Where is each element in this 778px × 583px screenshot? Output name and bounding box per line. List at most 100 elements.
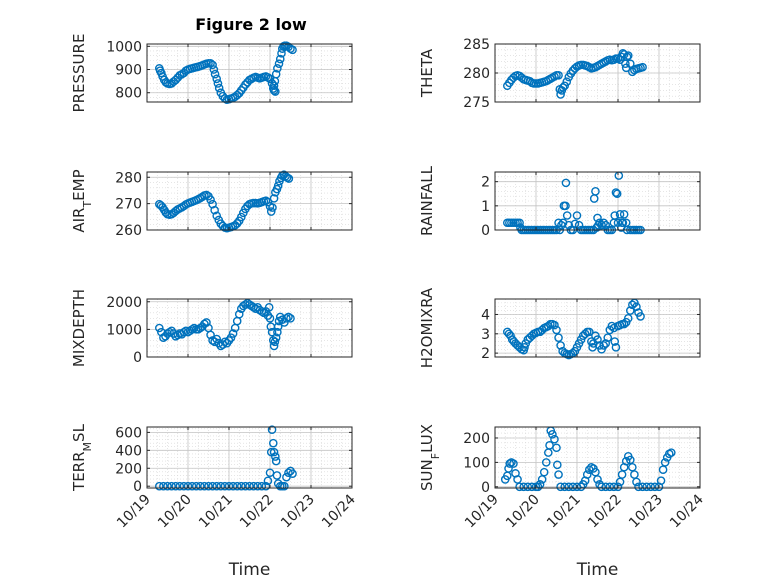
data-point — [187, 325, 197, 334]
data-point — [556, 341, 565, 350]
y-tick-label: 0 — [133, 479, 142, 495]
data-point — [541, 458, 551, 467]
x-tick-label: 10/20 — [503, 492, 543, 532]
data-point — [268, 203, 277, 212]
data-point — [605, 482, 615, 492]
data-point — [253, 481, 263, 491]
y-tick-label: 0 — [481, 223, 490, 239]
data-point — [179, 481, 189, 491]
data-point — [224, 481, 234, 491]
data-point — [265, 314, 275, 323]
data-point — [607, 321, 617, 331]
data-point — [214, 83, 224, 93]
data-point — [615, 209, 625, 219]
data-point — [213, 79, 223, 88]
data-point — [236, 481, 246, 491]
axes-box — [494, 298, 701, 358]
data-point — [204, 481, 213, 491]
y-tick-label: 1 — [481, 199, 490, 215]
data-point — [280, 318, 289, 327]
y-tick-label: 800 — [115, 86, 142, 102]
subplot-pressure: 800 900 1000 PRESSURE — [70, 34, 353, 112]
x-tick-label: 10/22 — [237, 492, 277, 532]
data-point — [284, 468, 293, 478]
data-point — [216, 481, 226, 491]
x-tick-label: 10/20 — [155, 492, 195, 532]
data-point — [548, 430, 557, 439]
data-point — [263, 73, 273, 82]
data-point — [646, 482, 656, 492]
y-tick-label: 200 — [115, 461, 142, 477]
data-point — [638, 62, 647, 72]
y-axis-label: SUNFLUX — [418, 424, 442, 491]
data-point — [610, 211, 620, 220]
x-tick-label: 10/23 — [626, 492, 666, 532]
data-point — [220, 481, 230, 491]
data-point — [636, 312, 645, 321]
data-point — [228, 329, 238, 338]
y-tick-label: 600 — [115, 425, 142, 441]
x-tick-label: 10/24 — [319, 491, 359, 531]
data-point — [550, 320, 559, 330]
y-axis-label: TERRMSL — [70, 423, 94, 492]
data-point — [179, 327, 189, 337]
data-point — [619, 209, 629, 219]
x-axis-label: Time — [228, 560, 271, 580]
data-point — [202, 318, 211, 327]
data-point — [273, 327, 282, 337]
y-axis-label: AIRTEMP — [70, 169, 94, 232]
subplot-rainfall: 0 1 2 RAINFALL — [418, 165, 701, 239]
data-point — [267, 327, 277, 337]
y-axis-label: MIXDEPTH — [70, 289, 88, 367]
figure-title: Figure 2 low — [195, 15, 307, 34]
data-point — [599, 218, 608, 228]
data-point — [550, 434, 559, 444]
data-point — [288, 469, 297, 478]
data-point — [623, 314, 633, 323]
data-point — [181, 326, 191, 336]
data-point — [580, 329, 590, 339]
data-point — [257, 307, 267, 316]
y-tick-label: 0 — [133, 350, 142, 366]
data-point — [601, 482, 611, 492]
y-tick-label: 285 — [463, 37, 490, 53]
subplot-sun-flux: 0 100 200 10/19 10/20 10/21 10/22 10/23 10/24 Tim… — [418, 424, 707, 580]
subplot-air-temp: 260 270 280 AIRTEMP — [70, 169, 353, 239]
y-tick-label: 275 — [463, 95, 490, 111]
data-point — [274, 59, 284, 69]
y-axis-label: H2OMIXRA — [418, 287, 436, 368]
data-point — [611, 343, 621, 352]
data-point — [284, 312, 293, 322]
data-point — [257, 481, 267, 491]
data-point — [572, 211, 582, 220]
data-point — [265, 74, 275, 84]
data-point — [269, 194, 279, 203]
data-point — [236, 212, 246, 222]
data-point — [667, 448, 676, 457]
data-point — [195, 481, 205, 491]
data-point — [198, 192, 207, 202]
x-tick-label: 10/23 — [278, 492, 318, 532]
data-point — [167, 481, 176, 491]
data-point — [208, 481, 217, 491]
data-point — [273, 64, 282, 73]
data-point — [554, 71, 563, 80]
x-tick-label: 10/22 — [585, 492, 625, 532]
data-point — [582, 470, 592, 479]
data-point — [265, 468, 275, 478]
data-point — [270, 337, 280, 347]
data-point — [232, 481, 242, 491]
data-point — [271, 87, 280, 96]
data-point — [628, 300, 637, 310]
data-point — [249, 481, 258, 491]
data-point — [234, 309, 244, 319]
data-point — [171, 481, 180, 491]
y-tick-label: 3 — [481, 327, 490, 343]
data-point — [271, 456, 281, 466]
data-point — [267, 425, 277, 434]
y-tick-label: 900 — [115, 63, 142, 79]
data-point — [282, 173, 292, 182]
y-axis-label: RAINFALL — [418, 165, 436, 236]
data-point — [597, 482, 606, 492]
data-point — [282, 314, 291, 323]
